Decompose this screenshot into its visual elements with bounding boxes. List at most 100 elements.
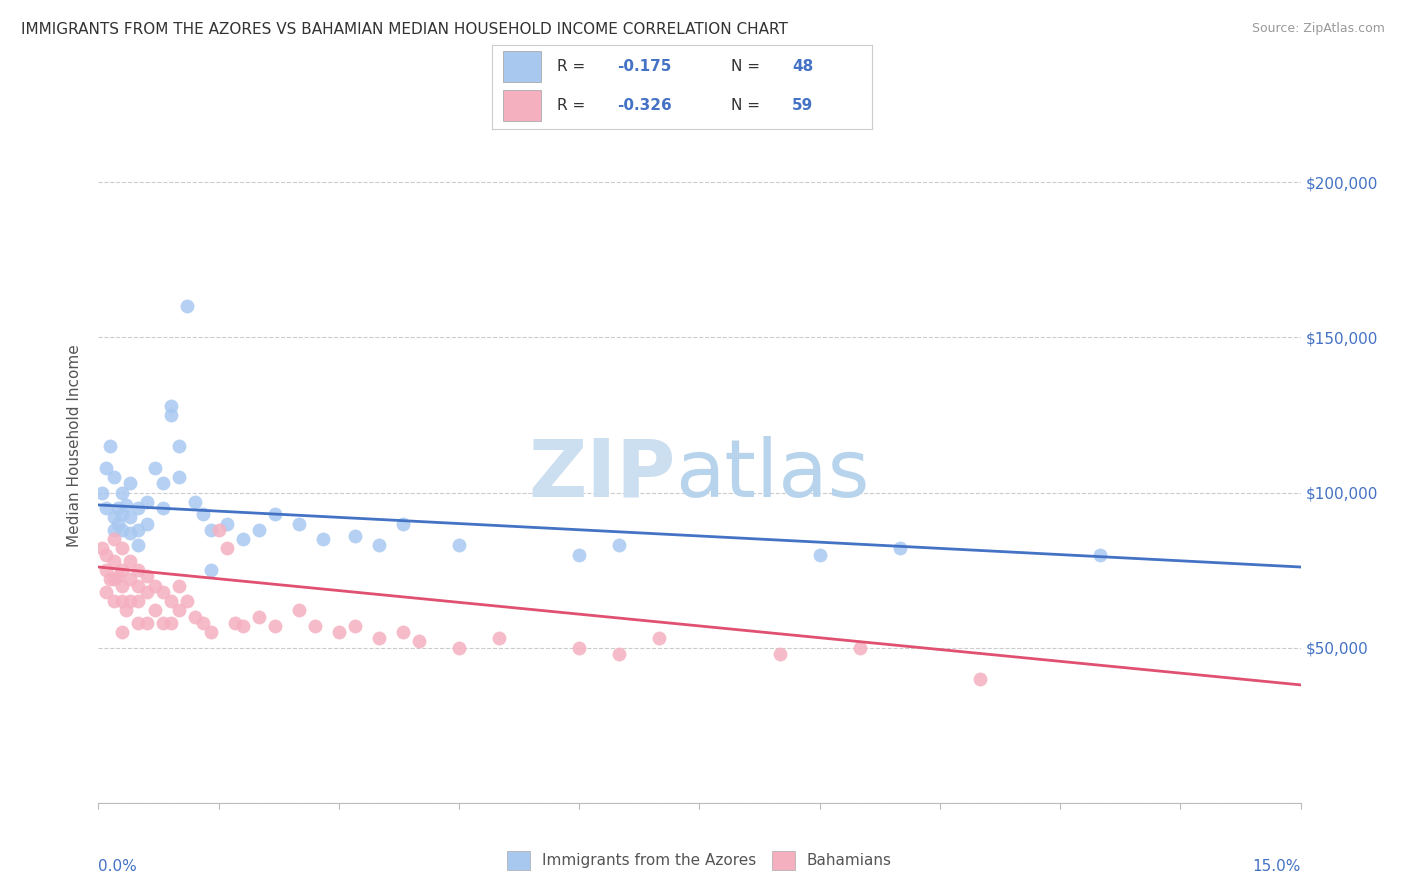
Point (447, 538, 470, 552)
Point (215, 541, 238, 556)
Point (343, 619, 366, 633)
Text: atlas: atlas (675, 435, 870, 514)
Point (120, 476, 142, 491)
Point (159, 408, 181, 422)
Point (120, 594, 142, 608)
Point (103, 470, 125, 484)
Point (143, 460, 166, 475)
Point (609, 538, 631, 552)
Text: -0.326: -0.326 (617, 98, 672, 113)
Point (969, 672, 991, 686)
Point (159, 594, 181, 608)
Point (152, 615, 174, 630)
Point (191, 615, 214, 630)
Point (152, 476, 174, 491)
Y-axis label: Median Household Income: Median Household Income (67, 344, 83, 548)
Text: -0.175: -0.175 (617, 59, 672, 74)
Point (96, 501, 118, 516)
Point (100, 439, 122, 453)
Legend: Immigrants from the Azores, Bahamians: Immigrants from the Azores, Bahamians (499, 843, 900, 877)
Point (247, 523, 270, 537)
Point (135, 615, 157, 630)
Point (167, 579, 190, 593)
Text: R =: R = (557, 98, 589, 113)
Point (107, 501, 129, 516)
Point (183, 609, 205, 624)
Point (135, 495, 157, 509)
Text: 48: 48 (792, 59, 813, 74)
Point (152, 501, 174, 516)
Point (769, 647, 792, 661)
Point (107, 516, 129, 531)
Point (200, 523, 222, 537)
Point (135, 516, 157, 531)
Point (343, 529, 366, 543)
Point (103, 510, 125, 524)
Point (288, 603, 311, 617)
Text: ZIP: ZIP (529, 435, 675, 514)
Text: Source: ZipAtlas.com: Source: ZipAtlas.com (1251, 22, 1385, 36)
Point (100, 573, 122, 587)
Text: N =: N = (731, 59, 765, 74)
Text: 15.0%: 15.0% (1253, 859, 1301, 873)
Point (263, 508, 285, 522)
Point (128, 538, 150, 552)
Point (288, 516, 311, 531)
Point (232, 532, 254, 546)
Point (96, 460, 118, 475)
Point (224, 615, 246, 630)
Point (120, 554, 142, 568)
Point (200, 625, 222, 640)
Point (167, 603, 190, 617)
Text: N =: N = (731, 98, 765, 113)
Point (648, 632, 671, 646)
Point (103, 594, 125, 608)
Point (392, 516, 415, 531)
Point (96, 563, 118, 577)
Point (392, 625, 415, 640)
Point (120, 573, 142, 587)
Point (167, 439, 190, 453)
Bar (503, 52, 541, 82)
Point (111, 579, 134, 593)
Point (167, 470, 190, 484)
Point (408, 634, 430, 648)
Point (200, 563, 222, 577)
Point (91, 541, 114, 556)
Point (808, 548, 831, 562)
Point (96, 584, 118, 599)
Point (120, 525, 142, 540)
Point (135, 569, 157, 583)
Point (152, 584, 174, 599)
Point (368, 538, 391, 552)
Point (328, 625, 350, 640)
Point (143, 603, 166, 617)
Text: R =: R = (557, 59, 589, 74)
Point (103, 532, 125, 546)
Point (128, 615, 150, 630)
Point (111, 625, 134, 640)
Point (304, 619, 326, 633)
Point (849, 640, 872, 655)
Point (111, 594, 134, 608)
Point (111, 523, 134, 537)
Point (159, 615, 181, 630)
Point (263, 619, 285, 633)
Point (128, 594, 150, 608)
Point (143, 579, 166, 593)
Point (111, 541, 134, 556)
Point (115, 498, 138, 512)
Point (447, 640, 470, 655)
Point (247, 609, 270, 624)
Point (111, 485, 134, 500)
Point (176, 299, 198, 313)
Point (103, 573, 125, 587)
Point (215, 516, 238, 531)
Point (128, 579, 150, 593)
Point (111, 508, 134, 522)
Text: IMMIGRANTS FROM THE AZORES VS BAHAMIAN MEDIAN HOUSEHOLD INCOME CORRELATION CHART: IMMIGRANTS FROM THE AZORES VS BAHAMIAN M… (21, 22, 787, 37)
Point (103, 554, 125, 568)
Point (120, 510, 142, 524)
Point (96, 548, 118, 562)
Point (128, 563, 150, 577)
